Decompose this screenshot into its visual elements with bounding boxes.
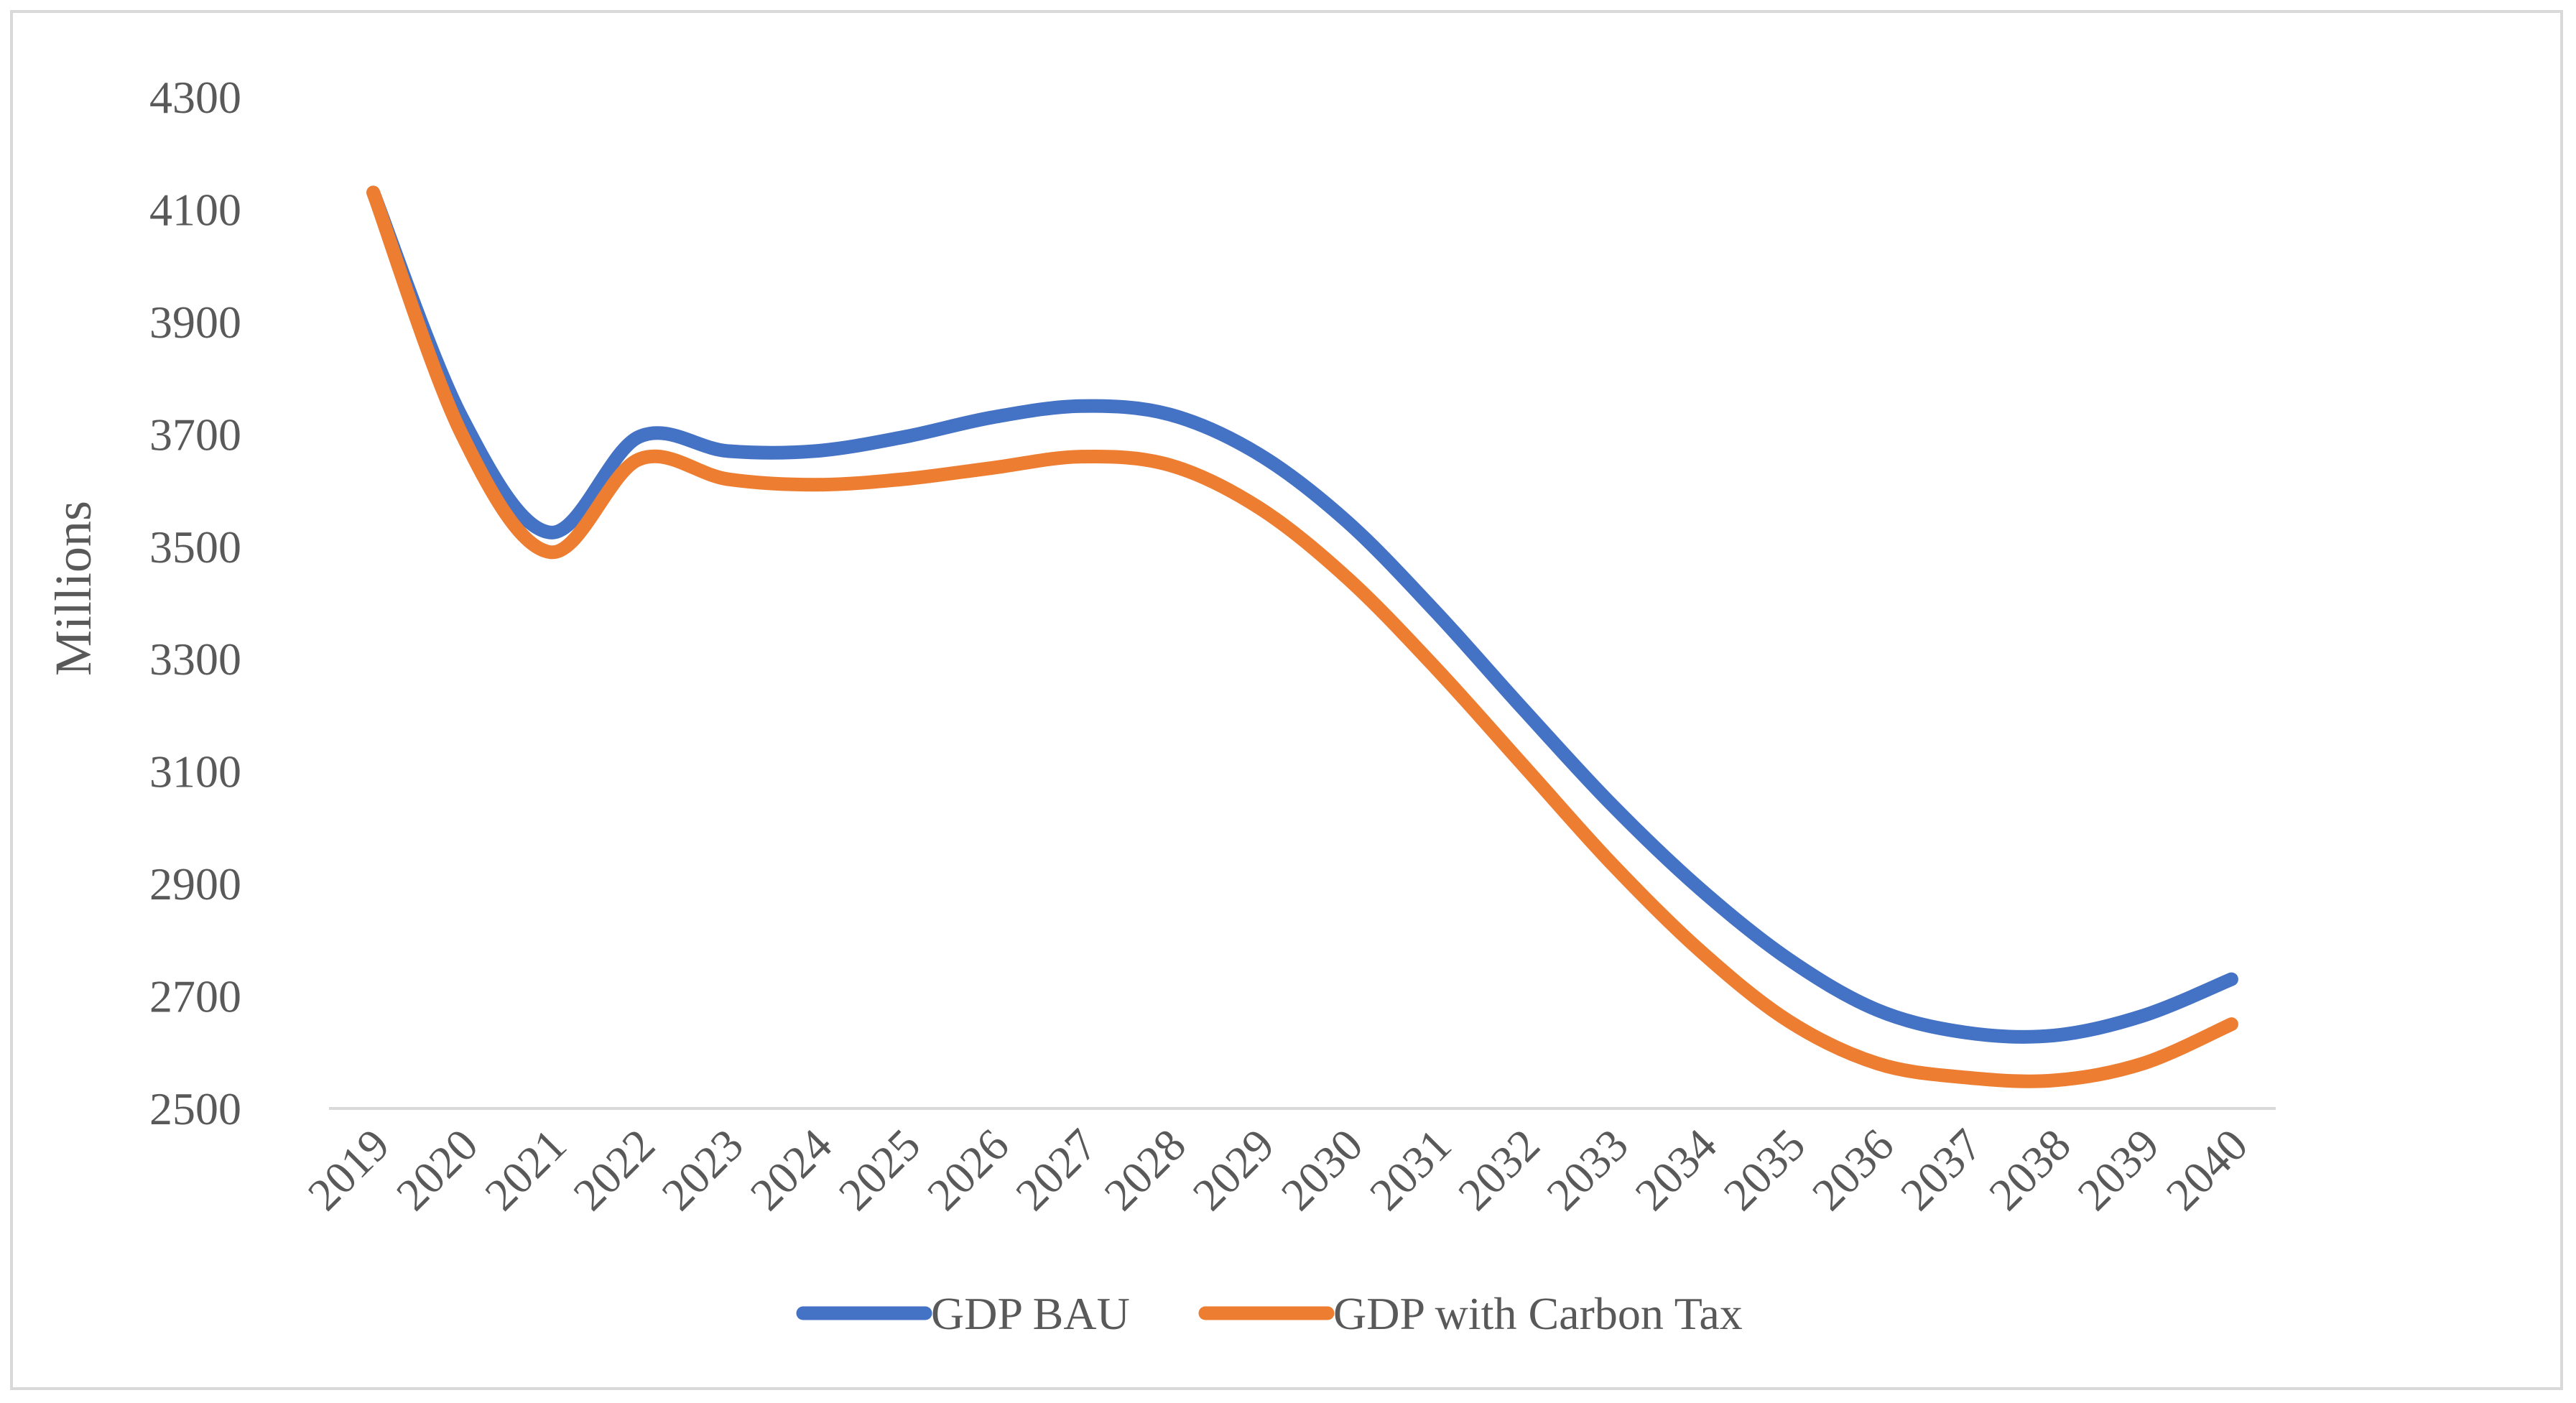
y-tick-label: 2500 <box>149 1083 241 1134</box>
x-tick-label: 2023 <box>652 1119 754 1221</box>
x-tick-label: 2024 <box>741 1119 842 1221</box>
legend-label-1: GDP with Carbon Tax <box>1333 1288 1743 1339</box>
x-tick-label: 2027 <box>1006 1119 1107 1221</box>
x-tick-label: 2040 <box>2156 1119 2258 1221</box>
x-tick-label: 2030 <box>1271 1119 1373 1221</box>
x-tick-label: 2019 <box>298 1119 399 1221</box>
y-tick-label: 4100 <box>149 184 241 235</box>
y-tick-label: 2900 <box>149 858 241 909</box>
x-axis: 2019202020212022202320242025202620272028… <box>298 1119 2258 1221</box>
x-tick-label: 2026 <box>917 1119 1019 1221</box>
x-tick-label: 2032 <box>1448 1119 1549 1221</box>
x-tick-label: 2038 <box>1979 1119 2080 1221</box>
x-tick-label: 2029 <box>1183 1119 1284 1221</box>
y-tick-label: 2700 <box>149 971 241 1022</box>
x-tick-label: 2034 <box>1626 1119 1727 1221</box>
series-line-1 <box>366 185 2238 1088</box>
y-tick-label: 3100 <box>149 746 241 797</box>
x-tick-label: 2033 <box>1537 1119 1638 1221</box>
x-tick-label: 2025 <box>829 1119 930 1221</box>
x-tick-label: 2036 <box>1802 1119 1904 1221</box>
legend: GDP BAU GDP with Carbon Tax <box>796 1288 1743 1339</box>
y-axis: 2500 2700 2900 3100 3300 3500 3700 3900 4100 4300 <box>149 72 241 1134</box>
y-tick-label: 3300 <box>149 634 241 685</box>
y-axis-title: Millions <box>45 501 102 676</box>
x-tick-label: 2039 <box>2067 1119 2169 1221</box>
x-tick-label: 2021 <box>475 1119 576 1221</box>
chart-frame: 2500 2700 2900 3100 3300 3500 3700 3900 4100 4300… <box>10 10 2563 1390</box>
x-tick-label: 2035 <box>1714 1119 1815 1221</box>
x-tick-label: 2028 <box>1094 1119 1195 1221</box>
x-tick-label: 2020 <box>386 1119 488 1221</box>
x-tick-label: 2031 <box>1360 1119 1461 1221</box>
x-tick-label: 2037 <box>1891 1119 1992 1221</box>
y-tick-label: 3700 <box>149 409 241 460</box>
x-tick-label: 2022 <box>563 1119 664 1221</box>
series-line-0 <box>366 185 2238 1044</box>
line-chart: 2500 2700 2900 3100 3300 3500 3700 3900 4100 4300… <box>45 72 2276 1339</box>
legend-label-0: GDP BAU <box>931 1288 1130 1339</box>
y-tick-label: 3500 <box>149 522 241 573</box>
series-group <box>366 185 2238 1088</box>
y-tick-label: 4300 <box>149 72 241 123</box>
y-tick-label: 3900 <box>149 297 241 348</box>
